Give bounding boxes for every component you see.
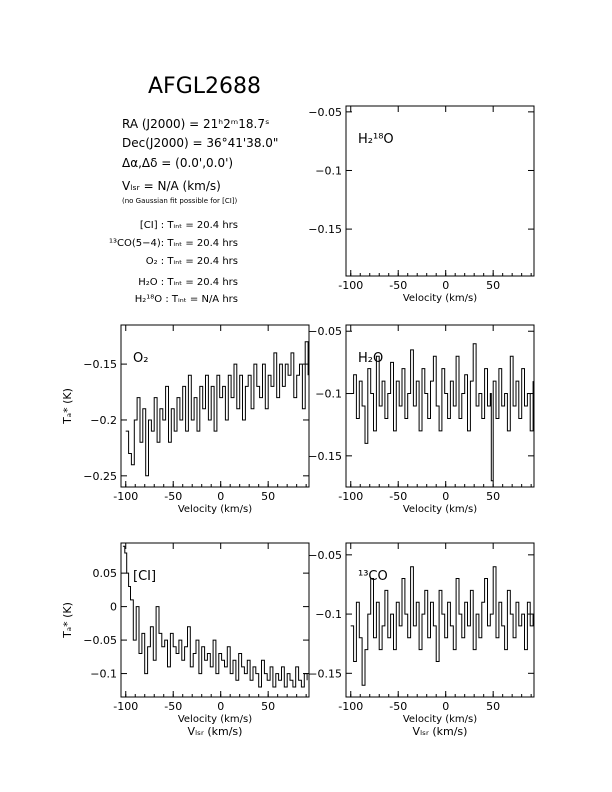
x-axis-label-vlsr: Vₗₛᵣ (km/s) — [188, 725, 243, 738]
x-tick-label: -100 — [338, 490, 363, 503]
x-tick-label: 0 — [442, 490, 449, 503]
x-tick-label: 0 — [442, 700, 449, 713]
fit-note: (no Gaussian fit possible for [CI]) — [122, 197, 238, 205]
header-block: AFGL2688 RA (J2000) = 21ʰ2ᵐ18.7ˢ Dec(J20… — [109, 74, 278, 305]
y-axis-label: Tₐ* (K) — [61, 602, 74, 639]
y-tick-label: −0.15 — [308, 667, 342, 680]
ra-line: RA (J2000) = 21ʰ2ᵐ18.7ˢ — [122, 117, 269, 131]
object-title: AFGL2688 — [148, 74, 261, 99]
species-label: [CI] — [133, 569, 156, 584]
integration-13co: ¹³CO(5−4): Tᵢₙₜ = 20.4 hrs — [109, 238, 238, 249]
x-tick-label: -50 — [164, 490, 182, 503]
y-tick-label: −0.05 — [308, 325, 342, 338]
y-tick-label: −0.1 — [315, 388, 342, 401]
y-tick-label: −0.25 — [83, 470, 117, 483]
integration-o2: O₂ : Tᵢₙₜ = 20.4 hrs — [146, 256, 238, 267]
y-tick-label: −0.15 — [308, 450, 342, 463]
x-tick-label: 50 — [261, 490, 275, 503]
x-tick-label: 50 — [486, 700, 500, 713]
plot-frame — [121, 325, 309, 487]
x-tick-label: 50 — [486, 279, 500, 292]
x-tick-label: 0 — [442, 279, 449, 292]
x-tick-label: -50 — [389, 700, 407, 713]
x-tick-label: -50 — [389, 490, 407, 503]
x-tick-label: 50 — [486, 490, 500, 503]
y-tick-label: −0.15 — [308, 223, 342, 236]
y-tick-label: −0.05 — [83, 634, 117, 647]
spectrum-trace — [351, 567, 533, 686]
x-tick-label: -50 — [164, 700, 182, 713]
panel-13co: -100 -50 0 50 −0.05 −0.1 −0.15 Velocity (km/s)V… — [308, 543, 534, 738]
y-tick-label: 0 — [110, 601, 117, 614]
integration-h2o: H₂O : Tᵢₙₜ = 20.4 hrs — [138, 277, 238, 288]
dec-line: Dec(J2000) = 36°41'38.0" — [122, 136, 278, 150]
vlsr-line: Vₗₛᵣ = N/A (km/s) — [122, 179, 221, 193]
x-axis-label: Velocity (km/s) — [403, 293, 477, 304]
x-tick-label: -50 — [389, 279, 407, 292]
y-tick-label: −0.1 — [315, 608, 342, 621]
x-axis-label: Velocity (km/s) — [178, 714, 252, 725]
x-tick-label: -100 — [113, 490, 138, 503]
x-tick-label: 0 — [217, 490, 224, 503]
x-tick-label: 50 — [261, 700, 275, 713]
y-axis-label: Tₐ* (K) — [61, 388, 74, 425]
offset-line: Δα,Δδ = (0.0',0.0') — [122, 156, 233, 170]
species-label: ¹³CO — [358, 569, 388, 584]
x-tick-label: -100 — [338, 700, 363, 713]
y-tick-label: −0.2 — [90, 414, 117, 427]
integration-ci: [CI] : Tᵢₙₜ = 20.4 hrs — [140, 220, 238, 231]
species-label: H₂¹⁸O — [358, 132, 394, 147]
x-axis-label: Velocity (km/s) — [403, 504, 477, 515]
integration-h218o: H₂¹⁸O : Tᵢₙₜ = N/A hrs — [135, 294, 238, 305]
y-tick-label: −0.15 — [83, 358, 117, 371]
x-tick-label: 0 — [217, 700, 224, 713]
x-tick-label: -100 — [338, 279, 363, 292]
y-tick-label: −0.05 — [308, 106, 342, 119]
x-axis-label: Velocity (km/s) — [178, 504, 252, 515]
panel-h218o: -100 -50 0 50 −0.05 −0.1 −0.15 Velocity (km/s) H… — [308, 106, 534, 304]
y-tick-label: 0.05 — [93, 567, 118, 580]
y-tick-label: −0.05 — [308, 549, 342, 562]
panel-o2: -100 -50 0 50 −0.15 −0.2 −0.25 Velocity (km/s) T… — [61, 325, 309, 515]
y-tick-label: −0.1 — [90, 668, 117, 681]
x-axis-label-vlsr: Vₗₛᵣ (km/s) — [413, 725, 468, 738]
panel-ci: -100 -50 0 50 0.05 0 −0.05 −0.1 Velocity (km/s)V… — [61, 543, 309, 738]
x-axis-label: Velocity (km/s) — [403, 714, 477, 725]
spectrum-trace — [126, 342, 308, 476]
x-tick-label: -100 — [113, 700, 138, 713]
plot-frame — [346, 325, 534, 487]
plot-frame — [346, 543, 534, 697]
species-label: O₂ — [133, 351, 148, 366]
plot-frame — [121, 543, 309, 697]
y-tick-label: −0.1 — [315, 164, 342, 177]
spectrum-trace — [123, 546, 307, 687]
